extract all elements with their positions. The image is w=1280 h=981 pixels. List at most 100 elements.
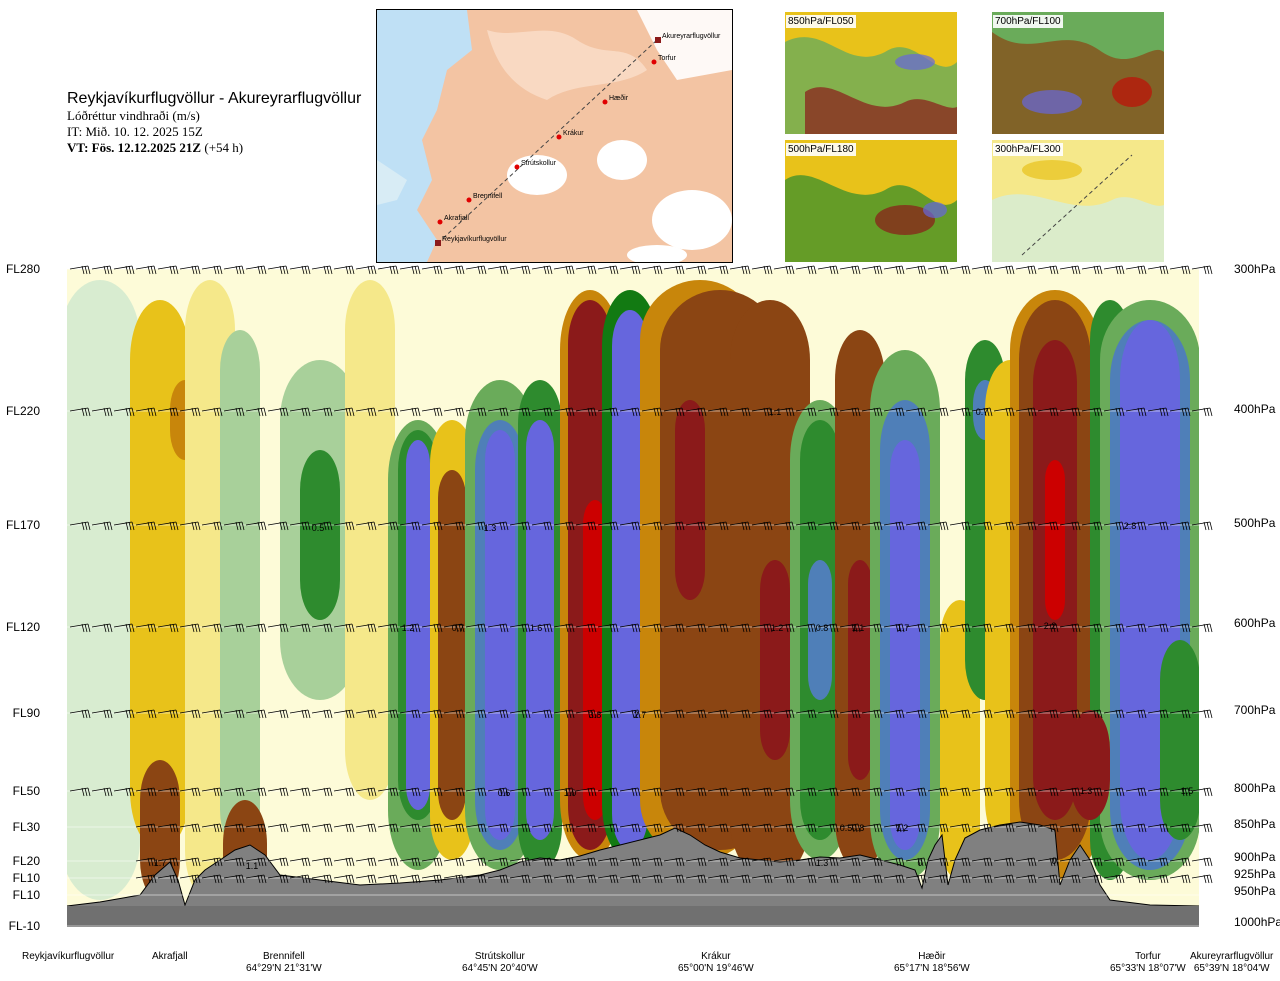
wind-barb bbox=[311, 407, 333, 417]
location-coord: 65°33'N 18°07'W bbox=[1110, 963, 1186, 974]
location-coord: 65°17'N 18°56'W bbox=[894, 963, 970, 974]
wind-barb bbox=[883, 823, 905, 833]
wind-barb bbox=[619, 874, 641, 884]
wind-barb bbox=[927, 709, 949, 719]
thumbnail-700hpa[interactable]: 700hPa/FL100 bbox=[992, 12, 1164, 134]
wind-barb bbox=[707, 823, 729, 833]
wind-barb bbox=[729, 623, 751, 633]
wind-barb bbox=[883, 623, 905, 633]
wind-barb bbox=[135, 407, 157, 417]
wind-barb bbox=[795, 709, 817, 719]
wind-barb bbox=[201, 407, 223, 417]
waypoint-marker bbox=[651, 59, 657, 65]
wind-barb bbox=[971, 874, 993, 884]
wind-barb bbox=[135, 623, 157, 633]
wind-barb bbox=[399, 857, 421, 867]
wind-barb bbox=[971, 787, 993, 797]
wind-barb bbox=[223, 823, 245, 833]
wind-barb bbox=[465, 265, 487, 275]
wind-barb bbox=[531, 623, 553, 633]
wind-barb bbox=[399, 265, 421, 275]
wind-barb bbox=[509, 823, 531, 833]
wind-barb bbox=[553, 823, 575, 833]
wind-barb bbox=[905, 823, 927, 833]
wind-barb bbox=[1125, 265, 1147, 275]
wind-barb bbox=[949, 709, 971, 719]
wind-barb bbox=[69, 265, 91, 275]
wind-barb bbox=[861, 874, 883, 884]
wind-barb bbox=[817, 521, 839, 531]
wind-barb bbox=[91, 623, 113, 633]
wind-barb bbox=[861, 823, 883, 833]
wind-barb bbox=[597, 787, 619, 797]
wind-barb bbox=[1147, 787, 1169, 797]
velocity-band bbox=[890, 440, 920, 850]
wind-barb bbox=[179, 709, 201, 719]
wind-barb bbox=[861, 521, 883, 531]
wind-barb bbox=[421, 874, 443, 884]
thumbnail-850hpa[interactable]: 850hPa/FL050 bbox=[785, 12, 957, 134]
wind-barb bbox=[201, 823, 223, 833]
wind-barb bbox=[839, 623, 861, 633]
location-akureyri: Akureyrarflugvöllur 65°39'N 18°04'W bbox=[1190, 951, 1273, 975]
thumbnail-500hpa[interactable]: 500hPa/FL180 bbox=[785, 140, 957, 262]
wind-barb bbox=[531, 874, 553, 884]
wind-barb bbox=[355, 709, 377, 719]
contour-label: 0 bbox=[917, 858, 922, 868]
wind-barb bbox=[135, 857, 157, 867]
wind-barb bbox=[377, 787, 399, 797]
wind-barb bbox=[201, 521, 223, 531]
wind-barb bbox=[751, 265, 773, 275]
wind-barb bbox=[487, 521, 509, 531]
wind-barb bbox=[267, 787, 289, 797]
wind-barb bbox=[1103, 823, 1125, 833]
wind-barb bbox=[1037, 874, 1059, 884]
wind-barb bbox=[619, 823, 641, 833]
wind-barb bbox=[289, 521, 311, 531]
wind-barb bbox=[1147, 623, 1169, 633]
wind-barb bbox=[333, 823, 355, 833]
wind-barb bbox=[1147, 857, 1169, 867]
wind-barb bbox=[201, 265, 223, 275]
wind-barb bbox=[179, 407, 201, 417]
wind-barb bbox=[993, 623, 1015, 633]
wind-barb bbox=[641, 407, 663, 417]
wind-barb bbox=[905, 521, 927, 531]
wind-barb bbox=[839, 265, 861, 275]
wind-barb bbox=[575, 623, 597, 633]
wind-barb bbox=[333, 709, 355, 719]
wind-barb bbox=[289, 857, 311, 867]
wind-barb bbox=[663, 874, 685, 884]
wind-barb bbox=[1059, 709, 1081, 719]
wind-barb bbox=[1015, 407, 1037, 417]
wind-barb bbox=[377, 709, 399, 719]
wind-barb bbox=[729, 787, 751, 797]
wind-barb bbox=[399, 787, 421, 797]
hpa-label: 800hPa bbox=[1234, 781, 1276, 795]
thumbnail-500hpa-field bbox=[785, 140, 957, 262]
wind-barb bbox=[421, 407, 443, 417]
wind-barb bbox=[1081, 265, 1103, 275]
wind-barb bbox=[179, 823, 201, 833]
wind-barb bbox=[663, 823, 685, 833]
thumbnail-300hpa[interactable]: 300hPa/FL300 bbox=[992, 140, 1164, 262]
wind-barb bbox=[685, 857, 707, 867]
wind-barb bbox=[157, 521, 179, 531]
wind-barb bbox=[69, 407, 91, 417]
wind-barb bbox=[993, 709, 1015, 719]
fl-label: FL170 bbox=[5, 518, 40, 532]
wind-barb bbox=[1015, 521, 1037, 531]
wind-barb bbox=[729, 857, 751, 867]
wind-barb bbox=[1169, 857, 1191, 867]
wind-barb bbox=[795, 623, 817, 633]
route-point-label: Hæðir bbox=[609, 94, 629, 102]
wind-barb bbox=[465, 823, 487, 833]
wind-barb bbox=[751, 787, 773, 797]
wind-barb bbox=[619, 265, 641, 275]
wind-barb bbox=[1169, 623, 1191, 633]
wind-barb bbox=[443, 874, 465, 884]
wind-barb bbox=[1191, 823, 1213, 833]
wind-barb bbox=[465, 521, 487, 531]
contour-label: 1.7 bbox=[897, 623, 910, 633]
wind-barb bbox=[377, 857, 399, 867]
